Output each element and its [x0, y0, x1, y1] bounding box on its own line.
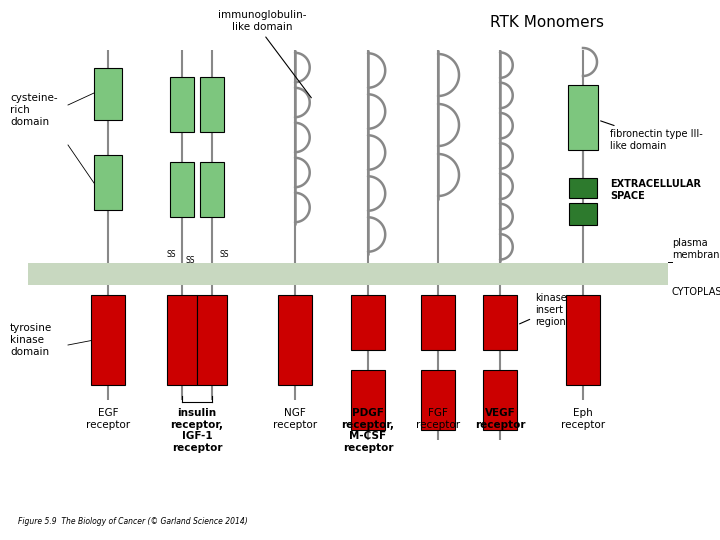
Bar: [566, 295, 600, 385]
Text: FGF
receptor: FGF receptor: [416, 408, 460, 430]
Text: Eph
receptor: Eph receptor: [561, 408, 605, 430]
Bar: [167, 295, 197, 385]
Bar: [483, 295, 517, 350]
Text: VEGF
receptor: VEGF receptor: [474, 408, 526, 430]
Bar: [351, 370, 385, 430]
Text: insulin
receptor,
IGF-1
receptor: insulin receptor, IGF-1 receptor: [171, 408, 223, 453]
Text: fibronectin type III-
like domain: fibronectin type III- like domain: [600, 121, 703, 151]
Text: EXTRACELLULAR
SPACE: EXTRACELLULAR SPACE: [610, 179, 701, 201]
Bar: [170, 77, 194, 132]
Text: SS: SS: [185, 256, 194, 265]
Bar: [94, 155, 122, 210]
Bar: [200, 162, 224, 217]
Text: immunoglobulin-
like domain: immunoglobulin- like domain: [217, 10, 311, 98]
Bar: [351, 295, 385, 350]
Text: kinase
insert
region: kinase insert region: [520, 293, 567, 327]
Bar: [569, 203, 597, 225]
Bar: [569, 178, 597, 198]
Text: RTK Monomers: RTK Monomers: [490, 15, 604, 30]
Text: EGF
receptor: EGF receptor: [86, 408, 130, 430]
Bar: [28, 263, 668, 285]
Text: Figure 5.9  The Biology of Cancer (© Garland Science 2014): Figure 5.9 The Biology of Cancer (© Garl…: [18, 517, 248, 526]
Bar: [200, 77, 224, 132]
Bar: [91, 295, 125, 385]
Text: plasma
membrane: plasma membrane: [672, 238, 720, 260]
Bar: [421, 370, 455, 430]
Text: CYTOPLASM: CYTOPLASM: [672, 287, 720, 297]
Bar: [94, 68, 122, 120]
Bar: [170, 162, 194, 217]
Bar: [568, 85, 598, 150]
Text: tyrosine
kinase
domain: tyrosine kinase domain: [10, 323, 53, 356]
Text: NGF
receptor: NGF receptor: [273, 408, 317, 430]
Bar: [483, 370, 517, 430]
Bar: [421, 295, 455, 350]
Text: cysteine-
rich
domain: cysteine- rich domain: [10, 93, 58, 126]
Bar: [197, 295, 227, 385]
Text: SS: SS: [166, 250, 176, 259]
Text: SS: SS: [219, 250, 228, 259]
Text: PDGF
receptor,
M-CSF
receptor: PDGF receptor, M-CSF receptor: [341, 408, 395, 453]
Bar: [278, 295, 312, 385]
